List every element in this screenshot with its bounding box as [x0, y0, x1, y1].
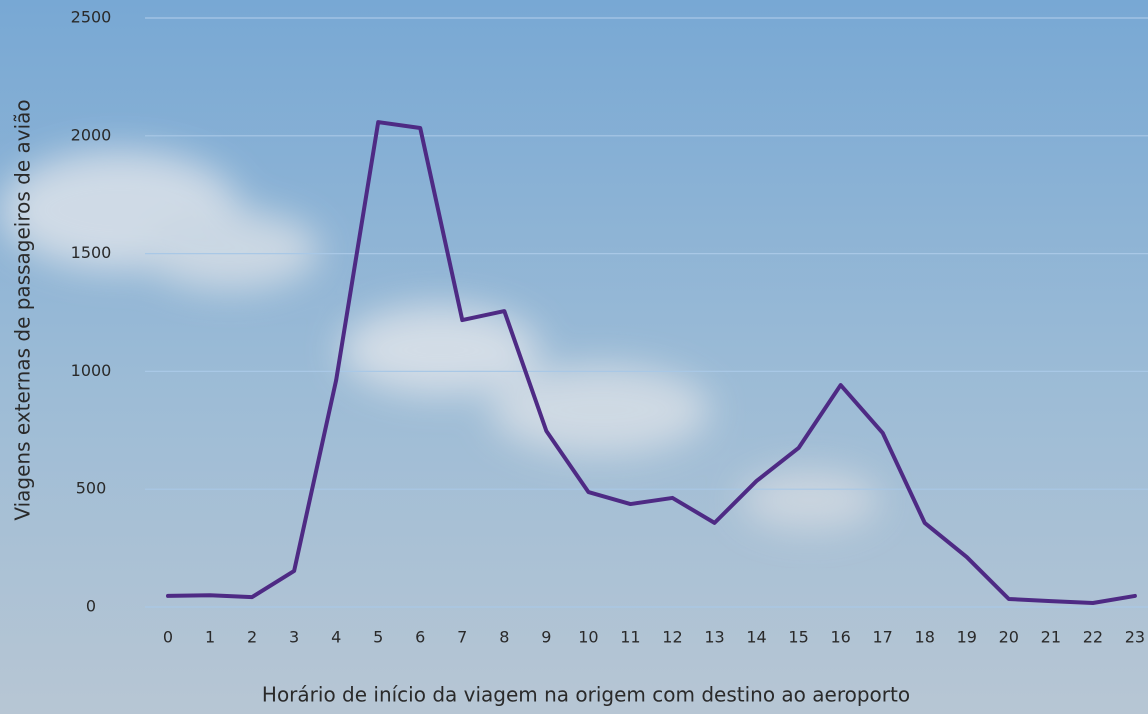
x-tick-label: 21 — [1041, 628, 1061, 647]
x-tick-label: 18 — [915, 628, 935, 647]
y-tick-label: 2500 — [71, 8, 112, 27]
x-tick-label: 17 — [873, 628, 893, 647]
x-tick-label: 13 — [704, 628, 724, 647]
data-line — [166, 120, 1137, 605]
x-tick-label: 19 — [957, 628, 977, 647]
y-axis-title: Viagens externas de passageiros de avião — [11, 99, 35, 520]
x-axis-title: Horário de início da viagem na origem co… — [262, 683, 910, 707]
clouds — [0, 150, 880, 530]
x-tick-label: 23 — [1125, 628, 1145, 647]
x-tick-label: 10 — [578, 628, 598, 647]
x-tick-label: 3 — [289, 628, 299, 647]
x-tick-label: 12 — [662, 628, 682, 647]
x-tick-label: 1 — [205, 628, 215, 647]
x-tick-label: 7 — [457, 628, 467, 647]
x-tick-label: 6 — [415, 628, 425, 647]
x-tick-label: 16 — [830, 628, 850, 647]
x-tick-label: 22 — [1083, 628, 1103, 647]
x-tick-label: 8 — [499, 628, 509, 647]
x-tick-label: 15 — [788, 628, 808, 647]
x-tick-label: 5 — [373, 628, 383, 647]
y-tick-label: 500 — [76, 479, 107, 498]
x-tick-label: 4 — [331, 628, 341, 647]
y-tick-label: 1000 — [71, 361, 112, 380]
x-tick-label: 0 — [163, 628, 173, 647]
x-tick-label: 14 — [746, 628, 766, 647]
y-tick-label: 2000 — [71, 125, 112, 144]
y-tick-label: 1500 — [71, 243, 112, 262]
y-tick-label: 0 — [86, 597, 96, 616]
x-tick-label: 2 — [247, 628, 257, 647]
x-tick-label: 20 — [999, 628, 1019, 647]
x-tick-label: 11 — [620, 628, 640, 647]
x-tick-label: 9 — [541, 628, 551, 647]
